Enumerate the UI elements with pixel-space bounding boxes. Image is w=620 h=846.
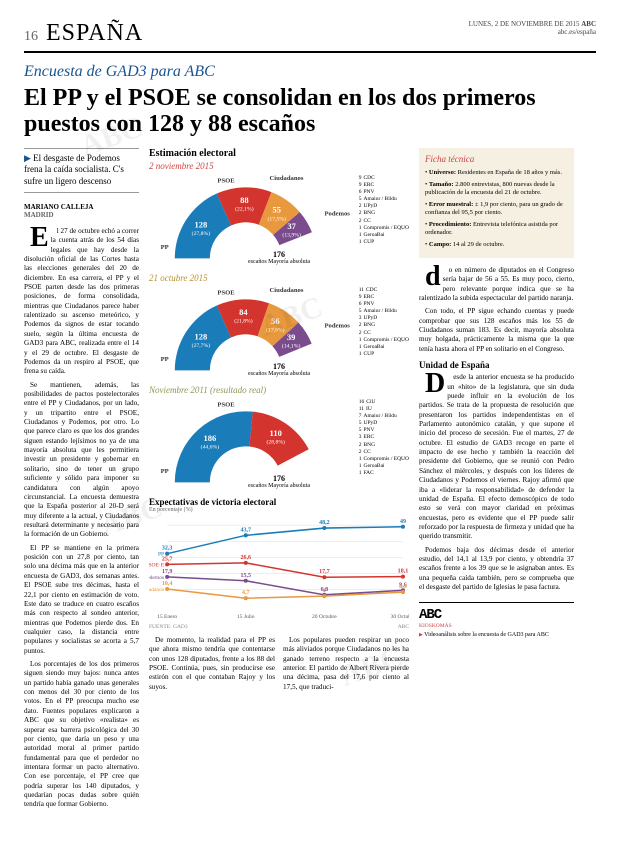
svg-text:15 Enero: 15 Enero [157, 614, 177, 620]
svg-text:(17,6%): (17,6%) [266, 326, 285, 333]
ficha-tecnica: Ficha técnica • Universo: Residentes en … [419, 148, 574, 258]
svg-text:Podemos: Podemos [324, 211, 350, 218]
svg-text:43,7: 43,7 [240, 527, 251, 533]
body-text-below-charts: De momento, la realidad para el PP es qu… [149, 636, 409, 696]
svg-text:PSOE·E: PSOE·E [149, 562, 165, 568]
linechart-title: Expectativas de victoria electoral [149, 497, 409, 507]
chart-source: FUENTE: GAD3 ABC [149, 624, 409, 630]
svg-text:Ciudadanos: Ciudadanos [149, 587, 164, 593]
charts-column: Estimación electoral 2 noviembre 2015 12… [149, 148, 409, 814]
svg-text:15 Julio: 15 Julio [237, 614, 255, 620]
svg-text:15,5: 15,5 [240, 573, 251, 579]
abc-logo: ABC [419, 607, 574, 623]
svg-text:88: 88 [240, 195, 249, 205]
svg-text:18,1: 18,1 [398, 568, 409, 574]
svg-text:PP: PP [161, 356, 169, 363]
svg-text:PSOE: PSOE [217, 177, 235, 184]
svg-text:128: 128 [195, 219, 208, 229]
svg-text:37: 37 [287, 221, 296, 231]
svg-text:56: 56 [271, 316, 280, 326]
svg-text:Ciudadanos: Ciudadanos [270, 175, 304, 182]
subhead-unidad: Unidad de España [419, 360, 574, 370]
svg-text:PP: PP [161, 468, 169, 475]
svg-text:55: 55 [272, 205, 281, 215]
svg-text:26,6: 26,6 [240, 555, 251, 561]
svg-text:20 Octubre: 20 Octubre [312, 614, 337, 620]
semicircle-chart: 128(27,8%) 88(22,1%) 55(17,5%)37(13,9%) PP P… [149, 175, 409, 265]
subheadline: El desgaste de Podemos frena la caída so… [24, 153, 139, 188]
svg-text:(27,8%): (27,8%) [192, 230, 211, 237]
svg-text:30 Octubre: 30 Octubre [391, 614, 409, 620]
svg-text:186: 186 [204, 433, 218, 443]
svg-text:(13,9%): (13,9%) [282, 231, 301, 238]
svg-text:(21,8%): (21,8%) [234, 317, 253, 324]
svg-text:4,7: 4,7 [242, 590, 250, 596]
footer-caption: Videoanálisis sobre la encuesta de GAD3 … [419, 632, 574, 638]
svg-text:110: 110 [270, 428, 282, 438]
svg-text:8,5: 8,5 [399, 584, 407, 590]
page-header: 16 ESPAÑA LUNES, 2 DE NOVIEMBRE DE 2015 … [24, 20, 596, 53]
right-column: Ficha técnica • Universo: Residentes en … [419, 148, 574, 814]
semicircle-chart: 128(27,7%) 84(21,8%) 56(17,6%)39(14,1%) PP P… [149, 287, 409, 377]
svg-text:49: 49 [400, 519, 406, 525]
kicker: Encuesta de GAD3 para ABC [24, 63, 596, 81]
charts-title: Estimación electoral [149, 148, 409, 159]
body-text-right: do en número de diputados en el Congreso… [419, 266, 574, 354]
svg-text:Ciudadanos: Ciudadanos [270, 287, 304, 294]
svg-text:(44,6%): (44,6%) [201, 443, 220, 450]
svg-text:PP: PP [161, 244, 169, 251]
footer-box: ABC KIOSKOMÁS Videoanálisis sobre la enc… [419, 602, 574, 638]
body-text-unidad: Desde la anterior encuesta se ha produci… [419, 373, 574, 592]
linechart-subtitle: En porcentaje (%) [149, 507, 409, 513]
svg-text:128: 128 [195, 331, 208, 341]
body-text-left: El 27 de octubre echó a correr la cuenta… [24, 227, 139, 810]
svg-text:84: 84 [239, 307, 248, 317]
svg-text:(14,1%): (14,1%) [282, 342, 301, 349]
byline: MARIANO CALLEJA MADRID [24, 203, 139, 219]
left-column: El desgaste de Podemos frena la caída so… [24, 148, 139, 814]
page-number: 16 [24, 29, 38, 45]
svg-text:PSOE: PSOE [217, 289, 235, 296]
svg-text:39: 39 [287, 332, 296, 342]
svg-text:6: 6 [323, 588, 326, 594]
svg-text:(17,5%): (17,5%) [267, 215, 286, 222]
svg-text:48,2: 48,2 [319, 520, 330, 526]
svg-text:PSOE: PSOE [217, 401, 235, 408]
svg-text:(28,8%): (28,8%) [267, 438, 286, 445]
section-name: ESPAÑA [46, 20, 143, 47]
svg-text:17,7: 17,7 [319, 569, 330, 575]
header-date: LUNES, 2 DE NOVIEMBRE DE 2015 ABC abc.es… [469, 20, 596, 47]
footer-tagline: KIOSKOMÁS [419, 623, 574, 629]
headline: El PP y el PSOE se consolidan en los dos… [24, 85, 596, 138]
svg-text:(27,7%): (27,7%) [192, 342, 211, 349]
line-chart: 32,343,748,249PP25,726,617,718,1PSOE·E17… [149, 517, 409, 622]
svg-text:(22,1%): (22,1%) [235, 205, 254, 212]
ficha-title: Ficha técnica [425, 154, 568, 166]
svg-text:Podemos: Podemos [324, 323, 350, 330]
semicircle-chart: 186(44,6%)110(28,8%)PPPSOE 16 CiU11 IU7 … [149, 399, 409, 489]
